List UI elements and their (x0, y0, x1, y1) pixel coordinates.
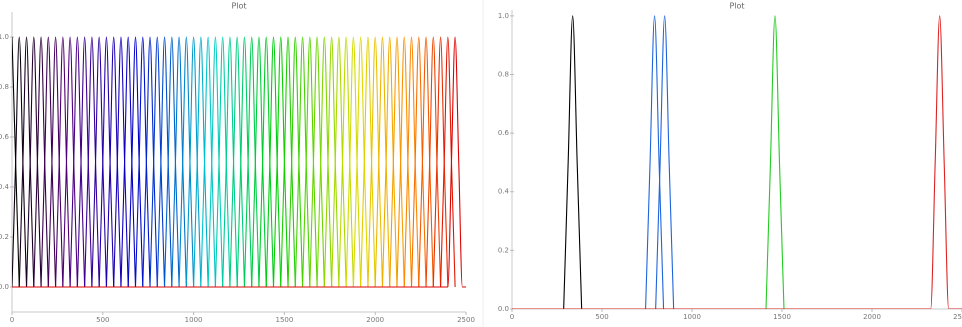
line-series (367, 36, 384, 288)
line-series (127, 36, 144, 288)
x-tick-label: 0 (10, 316, 14, 324)
x-tick-label: 500 (96, 316, 109, 324)
line-series (418, 36, 434, 288)
y-tick-label: 0.0 (498, 305, 509, 313)
line-series (272, 36, 289, 288)
line-series (185, 36, 202, 288)
y-tick-label: 0.2 (0, 233, 9, 241)
y-tick-label: 0.4 (498, 188, 510, 196)
line-series (200, 36, 216, 288)
line-series (403, 36, 420, 288)
line-series (512, 15, 962, 309)
y-tick-label: 0.8 (0, 83, 9, 91)
y-tick-label: 1.0 (498, 12, 509, 20)
line-series (134, 36, 151, 288)
y-tick-label: 0.2 (498, 246, 509, 254)
line-series (12, 36, 28, 288)
line-series (645, 15, 665, 309)
line-series (425, 36, 442, 288)
line-series (178, 36, 195, 288)
x-tick-label: 1500 (275, 316, 293, 324)
line-series (302, 36, 318, 288)
line-series (113, 36, 129, 288)
line-series (156, 36, 173, 288)
line-series (69, 36, 86, 288)
x-tick-label: 2000 (863, 313, 881, 321)
line-series (98, 36, 115, 288)
line-series (410, 36, 427, 288)
line-series (345, 36, 362, 288)
line-series (207, 36, 224, 288)
line-series (236, 36, 253, 288)
y-tick-label: 0.8 (498, 70, 509, 78)
plot-area (12, 36, 466, 288)
line-series (91, 36, 107, 288)
line-series (62, 36, 78, 288)
line-series (309, 36, 325, 288)
x-tick-label: 500 (595, 313, 608, 321)
y-tick-label: 0.0 (0, 283, 9, 291)
line-series (352, 36, 369, 288)
line-series (193, 36, 209, 288)
line-series (120, 36, 137, 288)
line-series (563, 15, 583, 309)
line-series (163, 36, 180, 288)
chart-title: Plot (231, 2, 246, 11)
line-series (381, 36, 398, 288)
line-series (338, 36, 354, 288)
line-series (149, 36, 166, 288)
line-series (105, 36, 122, 288)
line-series (18, 36, 35, 288)
plot-area (512, 15, 962, 309)
line-series (765, 15, 785, 309)
line-series (40, 36, 57, 288)
line-series (396, 36, 413, 288)
line-series (316, 36, 333, 288)
line-series (360, 36, 376, 288)
line-series (229, 36, 245, 288)
plot-panel: Plot 0.0 0.2 0.4 0.6 0.8 1.0 0 500 1000 1500 2000 25… (0, 2, 475, 325)
x-tick-label: 2000 (366, 316, 384, 324)
chart-title: Plot (729, 2, 744, 11)
y-tick-label: 1.0 (0, 33, 9, 41)
line-series (323, 36, 340, 288)
line-series (47, 36, 64, 288)
line-series (142, 36, 158, 288)
line-series (440, 36, 456, 288)
line-series (25, 36, 42, 288)
line-series (287, 36, 304, 288)
line-series (214, 36, 231, 288)
line-series (294, 36, 311, 288)
line-series (265, 36, 282, 288)
line-series (251, 36, 267, 288)
line-series (655, 15, 675, 309)
plot-panel: Plot 0.0 0.2 0.4 0.6 0.8 1.0 0 500 1000 1500 2000 25… (498, 2, 962, 321)
line-series (171, 36, 187, 288)
line-series (432, 36, 449, 288)
y-tick-label: 0.4 (0, 183, 10, 191)
line-series (12, 36, 466, 288)
line-series (55, 36, 71, 288)
line-series (331, 36, 347, 288)
line-series (33, 36, 49, 288)
x-tick-label: 2500 (457, 316, 475, 324)
line-series (374, 36, 391, 288)
line-series (222, 36, 238, 288)
line-series (243, 36, 260, 288)
x-tick-label: 0 (510, 313, 514, 321)
line-series (76, 36, 93, 288)
line-series (84, 36, 100, 288)
x-tick-label: 1000 (185, 316, 203, 324)
x-tick-label: 2500 (953, 313, 962, 321)
x-tick-label: 1500 (773, 313, 791, 321)
line-series (280, 36, 296, 288)
line-series (258, 36, 275, 288)
y-tick-label: 0.6 (498, 129, 510, 137)
x-tick-label: 1000 (683, 313, 701, 321)
line-series (389, 36, 405, 288)
y-tick-label: 0.6 (0, 133, 10, 141)
